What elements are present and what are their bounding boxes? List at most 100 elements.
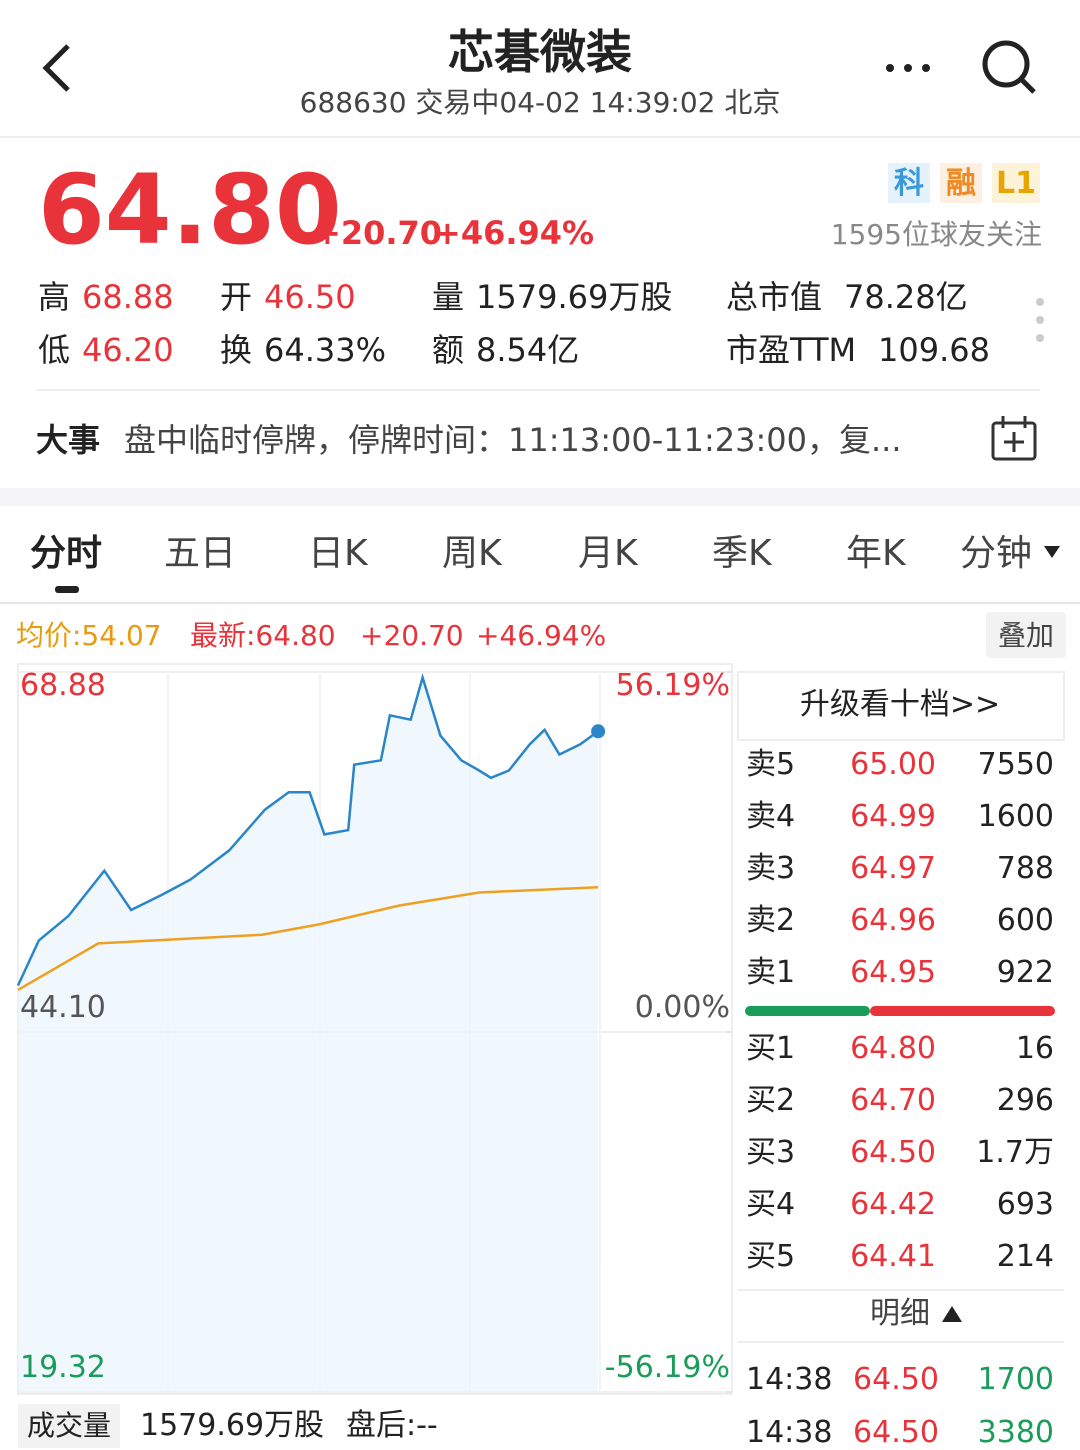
change: +20.70 [360,619,464,652]
badge-bg [940,163,982,203]
level-volume: 214 [996,1239,1054,1274]
level-volume: 600 [996,903,1054,938]
level-label: 卖1 [746,955,796,990]
bid-strength-bar [745,1006,870,1016]
trade-volume: 3380 [977,1415,1054,1450]
price-change-pct: +46.94% [434,214,595,252]
stat-label: 高 [38,278,71,316]
level-price: 64.99 [850,799,936,834]
stat-value: 8.54亿 [476,331,580,369]
level-volume: 922 [996,955,1054,990]
stat-label: 换 [220,331,253,369]
stat-value: 64.33% [264,331,387,369]
stat-value: 46.50 [264,278,356,316]
period-tab[interactable]: 五日 [164,533,237,574]
details-toggle-icon[interactable] [942,1306,962,1322]
stat-value: 78.28亿 [844,278,968,316]
more-icon[interactable] [886,64,930,72]
level-label: 买3 [746,1135,796,1170]
level-label: 卖4 [746,799,796,834]
stat-label: 总市值 [726,278,823,316]
volume-tab-label[interactable]: 成交量 [26,1409,112,1442]
stat-label: 开 [220,278,253,316]
level-volume: 788 [996,851,1054,886]
price-change: +20.70 [314,214,443,252]
overlay-button[interactable] [986,612,1066,658]
tab-indicator [55,586,79,593]
period-tab[interactable]: 分钟 [960,533,1033,574]
period-tab[interactable]: 分时 [30,533,103,574]
badge-bg [888,163,930,203]
avg-price: 均价:54.07 [16,619,162,652]
period-tab[interactable]: 周K [442,533,502,574]
period-tab[interactable]: 日K [308,533,368,574]
change-pct: +46.94% [476,619,607,652]
price-line [16,673,599,987]
trade-price: 64.50 [853,1362,939,1397]
event-text[interactable]: 盘中临时停牌，停牌时间：11:13:00-11:23:00，复... [124,421,902,459]
search-icon[interactable] [982,40,1036,94]
trade-volume: 1700 [977,1362,1054,1397]
badge: 科 [894,166,924,201]
last-price: 64.80 [38,154,342,266]
y-tick-label: 68.88 [20,668,106,703]
stat-value: 68.88 [82,278,174,316]
level-price: 64.95 [850,955,936,990]
upgrade-button[interactable] [737,671,1065,741]
back-icon[interactable] [42,44,70,92]
status-line: 688630 交易中04-02 14:39:02 北京 [299,86,781,119]
level-price: 64.80 [850,1031,936,1066]
stat-value: 46.20 [82,331,174,369]
period-tab[interactable]: 月K [578,533,638,574]
level-price: 64.42 [850,1187,936,1222]
level-price: 64.50 [850,1135,936,1170]
after-hours: 盘后:-- [346,1408,438,1443]
stat-label: 量 [432,278,465,316]
trade-price: 64.50 [853,1415,939,1450]
level-price: 64.96 [850,903,936,938]
badge-bg [992,163,1040,203]
volume-value: 1579.69万股 [140,1408,325,1443]
level-price: 64.97 [850,851,936,886]
latest-price: 最新:64.80 [190,619,336,652]
level-price: 65.00 [850,747,936,782]
dropdown-icon[interactable] [1044,546,1060,558]
y-tick-label: 19.32 [20,1350,106,1385]
level-volume: 7550 [977,747,1054,782]
level-volume: 1.7万 [976,1135,1054,1170]
stat-label: 额 [432,331,465,369]
y2-tick-label: 0.00% [634,990,730,1025]
y-tick-label: 44.10 [20,990,106,1025]
upgrade-link[interactable]: 升级看十档>> [799,687,1001,722]
level-volume: 1600 [977,799,1054,834]
level-label: 买4 [746,1187,796,1222]
calendar-icon[interactable] [991,416,1037,461]
stat-value: 1579.69万股 [476,278,673,316]
details-label[interactable]: 明细 [870,1296,930,1331]
divider [0,488,1080,506]
level-label: 买5 [746,1239,796,1274]
period-tab[interactable]: 年K [846,533,906,574]
average-line [17,885,599,991]
level-volume: 16 [1015,1031,1054,1066]
y2-tick-label: 56.19% [615,668,730,703]
trade-time: 14:38 [746,1362,833,1397]
volume-tab[interactable] [18,1404,120,1448]
level-volume: 296 [996,1083,1054,1118]
overlay-label[interactable]: 叠加 [997,619,1055,652]
price-area [18,677,599,1392]
period-tab[interactable]: 季K [712,533,772,574]
trade-time: 14:38 [746,1415,833,1450]
stock-name: 芯碁微装 [448,25,632,79]
y2-tick-label: -56.19% [604,1350,730,1385]
level-label: 卖2 [746,903,796,938]
more-stats-icon[interactable] [1036,298,1044,342]
stat-value: 109.68 [878,331,990,369]
badge: 融 [946,166,976,201]
level-label: 买2 [746,1083,796,1118]
last-price-dot [591,724,606,739]
level-label: 卖5 [746,747,796,782]
level-price: 64.41 [850,1239,936,1274]
